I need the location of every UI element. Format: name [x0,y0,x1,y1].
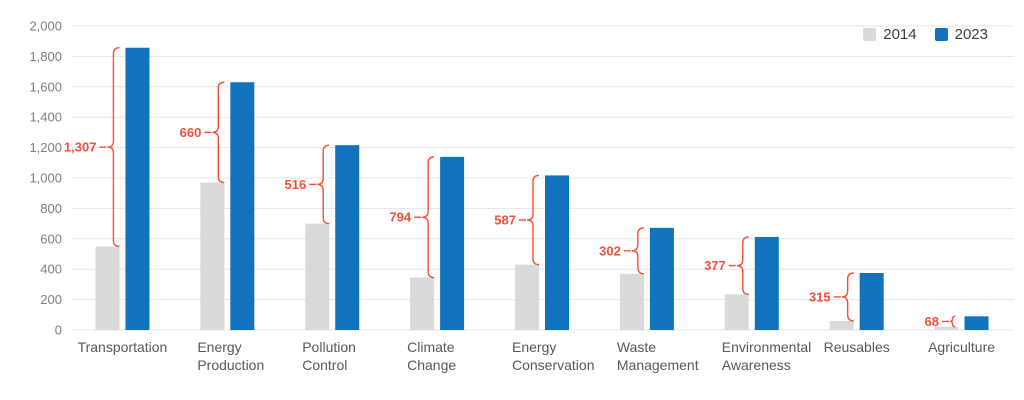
category-label-reusables: Reusables [824,339,890,355]
bar-2023-pollution-control [335,145,360,330]
bar-2014-energy-production [200,182,225,330]
diff-brace-environmental-awareness [736,236,749,295]
diff-brace-climate-change [422,156,435,279]
y-tick-label: 0 [55,323,62,338]
bar-2023-transportation [125,47,150,331]
bar-2014-waste-management [619,273,644,330]
category-label-energy-production: Energy Production [197,339,264,373]
y-tick-label: 600 [40,231,62,246]
legend-swatch-2023 [934,28,948,41]
legend-swatch-2014 [863,28,877,41]
y-tick-label: 2,000 [29,19,62,34]
diff-label-climate-change: 794 [389,210,411,225]
bar-2023-reusables [859,273,884,330]
bar-2014-energy-conservation [515,264,539,330]
y-tick-label: 800 [40,201,62,216]
diff-label-environmental-awareness: 377 [704,258,726,273]
category-label-pollution-control: Pollution Control [302,339,356,373]
diff-label-energy-production: 660 [180,125,202,140]
bar-2023-climate-change [440,156,465,330]
bar-2014-reusables [829,320,854,330]
diff-brace-transportation [107,47,120,248]
diff-label-energy-conservation: 587 [494,213,516,228]
y-tick-label: 1,400 [29,110,62,125]
legend: 2014 2023 [863,26,988,43]
bar-2014-agriculture [934,326,959,330]
diff-brace-pollution-control [317,144,330,225]
category-label-environmental-awareness: Environmental Awareness [722,339,812,373]
legend-label-2014: 2014 [883,26,917,43]
bar-2014-transportation [95,246,120,330]
category-label-agriculture: Agriculture [928,339,995,355]
y-tick-label: 400 [40,262,62,277]
category-label-transportation: Transportation [78,339,168,355]
diff-brace-reusables [841,272,854,322]
diff-brace-energy-production [212,81,225,184]
bar-2014-pollution-control [305,223,330,330]
diff-label-waste-management: 302 [599,243,621,258]
legend-item-2023: 2023 [934,26,988,43]
y-tick-label: 1,200 [29,140,62,155]
y-tick-label: 1,600 [29,79,62,94]
diff-brace-waste-management [631,227,644,275]
bar-2023-waste-management [649,227,674,330]
diff-brace-agriculture [949,315,956,328]
diff-label-reusables: 315 [809,289,831,304]
bar-2014-environmental-awareness [724,294,749,330]
diff-label-agriculture: 68 [925,314,939,329]
diff-brace-energy-conservation [526,174,540,266]
diff-label-transportation: 1,307 [64,140,97,155]
y-tick-label: 1,800 [29,49,62,64]
bar-2023-environmental-awareness [754,236,779,330]
bar-2023-agriculture [964,316,989,330]
bar-2023-energy-production [230,82,255,331]
category-label-waste-management: Waste Management [617,339,699,373]
y-tick-label: 200 [40,292,62,307]
category-label-climate-change: Climate Change [407,339,456,373]
bar-2023-energy-conservation [545,175,569,330]
y-tick-label: 1,000 [29,171,62,186]
legend-label-2023: 2023 [954,26,988,43]
bar-2014-climate-change [410,277,435,330]
diff-label-pollution-control: 516 [285,177,307,192]
category-label-energy-conservation: Energy Conservation [512,339,595,373]
legend-item-2014: 2014 [863,26,917,43]
